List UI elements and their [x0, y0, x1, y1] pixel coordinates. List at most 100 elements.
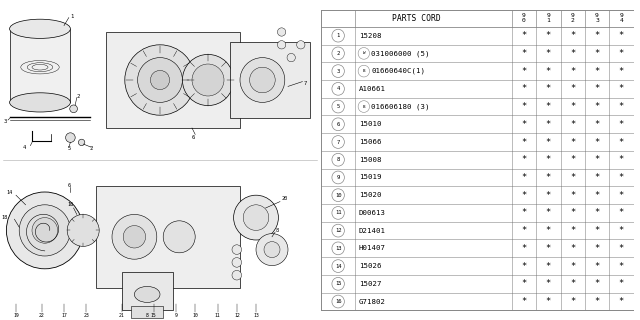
Text: *: *	[546, 31, 551, 40]
Text: 3: 3	[337, 68, 340, 74]
Circle shape	[138, 58, 182, 102]
Text: PARTS CORD: PARTS CORD	[392, 14, 441, 23]
Text: *: *	[546, 120, 551, 129]
Text: D21401: D21401	[359, 228, 386, 234]
Circle shape	[19, 205, 70, 256]
Text: 18: 18	[2, 215, 8, 220]
Text: *: *	[595, 279, 600, 288]
Text: *: *	[522, 84, 527, 93]
Text: *: *	[522, 244, 527, 253]
Text: 12: 12	[234, 313, 239, 318]
Text: 15010: 15010	[359, 121, 381, 127]
Text: 17: 17	[61, 313, 67, 318]
Text: *: *	[546, 49, 551, 58]
Text: *: *	[522, 226, 527, 235]
Circle shape	[332, 277, 344, 290]
Text: *: *	[570, 173, 575, 182]
Text: 15026: 15026	[359, 263, 381, 269]
Text: 14: 14	[6, 189, 13, 195]
Text: 5: 5	[67, 146, 70, 151]
Text: 21: 21	[119, 313, 124, 318]
Bar	[106, 32, 240, 128]
Text: 10: 10	[193, 313, 198, 318]
Ellipse shape	[10, 93, 70, 112]
Text: *: *	[546, 84, 551, 93]
Text: 15066: 15066	[359, 139, 381, 145]
Text: 16: 16	[335, 299, 341, 304]
Text: *: *	[595, 102, 600, 111]
Circle shape	[70, 105, 77, 113]
Circle shape	[278, 41, 286, 49]
Text: W: W	[363, 52, 365, 55]
Circle shape	[332, 136, 344, 148]
Text: *: *	[619, 67, 624, 76]
Text: 2: 2	[337, 51, 340, 56]
Text: 8: 8	[275, 228, 278, 233]
Text: *: *	[570, 49, 575, 58]
Text: *: *	[619, 120, 624, 129]
Text: *: *	[570, 67, 575, 76]
Circle shape	[358, 101, 369, 112]
Text: 9
1: 9 1	[547, 13, 550, 23]
Text: *: *	[619, 208, 624, 217]
Circle shape	[332, 29, 344, 42]
Text: *: *	[546, 102, 551, 111]
Text: *: *	[595, 120, 600, 129]
Text: *: *	[619, 297, 624, 306]
Text: *: *	[546, 191, 551, 200]
Text: 9: 9	[337, 175, 340, 180]
Text: *: *	[619, 261, 624, 271]
Circle shape	[332, 171, 344, 184]
Circle shape	[358, 48, 369, 59]
Circle shape	[332, 83, 344, 95]
Circle shape	[123, 226, 146, 248]
Text: *: *	[619, 191, 624, 200]
Circle shape	[332, 260, 344, 272]
Circle shape	[264, 242, 280, 258]
Text: 11: 11	[335, 211, 341, 215]
Text: *: *	[570, 155, 575, 164]
Text: 13: 13	[253, 313, 259, 318]
Circle shape	[332, 65, 344, 77]
Circle shape	[150, 70, 170, 90]
Text: 9: 9	[175, 313, 177, 318]
Text: 9
3: 9 3	[595, 13, 599, 23]
Text: 3: 3	[3, 119, 6, 124]
Text: *: *	[595, 244, 600, 253]
Circle shape	[232, 270, 242, 280]
Text: *: *	[595, 173, 600, 182]
Circle shape	[358, 65, 369, 77]
Circle shape	[192, 64, 224, 96]
Text: 4: 4	[337, 86, 340, 91]
Circle shape	[332, 47, 344, 60]
Circle shape	[332, 100, 344, 113]
Text: *: *	[595, 261, 600, 271]
Text: *: *	[522, 155, 527, 164]
Text: 6: 6	[192, 135, 195, 140]
Text: *: *	[595, 226, 600, 235]
Circle shape	[79, 139, 85, 146]
Text: 23: 23	[84, 313, 89, 318]
Text: 15020: 15020	[359, 192, 381, 198]
Circle shape	[332, 242, 344, 255]
Text: 5: 5	[337, 104, 340, 109]
Circle shape	[332, 189, 344, 202]
Ellipse shape	[10, 19, 70, 38]
Circle shape	[163, 221, 195, 253]
Circle shape	[287, 53, 296, 62]
Text: *: *	[570, 191, 575, 200]
Text: 11: 11	[215, 313, 220, 318]
Circle shape	[232, 258, 242, 267]
Circle shape	[332, 118, 344, 131]
Text: 9
0: 9 0	[522, 13, 526, 23]
Text: *: *	[619, 102, 624, 111]
Text: G71802: G71802	[359, 299, 386, 305]
Text: 6: 6	[337, 122, 340, 127]
Text: 8: 8	[337, 157, 340, 162]
Text: 2: 2	[77, 93, 80, 99]
Circle shape	[125, 45, 195, 115]
Text: *: *	[522, 67, 527, 76]
Bar	[230, 42, 310, 118]
Bar	[122, 272, 173, 310]
Text: 15: 15	[151, 313, 156, 318]
